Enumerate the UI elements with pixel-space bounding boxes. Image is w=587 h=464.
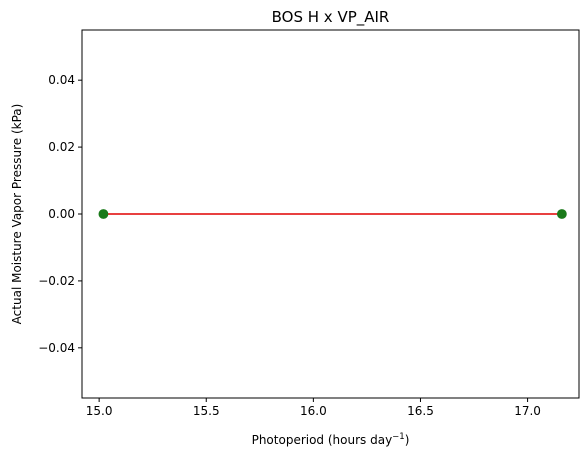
y-tick-label: 0.04: [48, 73, 75, 87]
y-tick-label: −0.04: [38, 341, 75, 355]
x-axis-label-superscript: −1: [392, 432, 405, 442]
y-tick-label: 0.00: [48, 207, 75, 221]
data-point-1: [98, 209, 109, 219]
y-tick-label: 0.02: [48, 140, 75, 154]
data-point-2: [556, 209, 567, 219]
x-tick-label: 15.0: [86, 404, 113, 418]
chart-title: BOS H x VP_AIR: [272, 8, 390, 27]
x-axis-label-main: Photoperiod (hours day: [252, 433, 393, 447]
axes: 15.0 15.5 16.0 16.5 17.0 −0.04 −0.02 0.00 0.02 0.…: [38, 29, 580, 418]
x-tick-label: 17.0: [514, 404, 541, 418]
y-tick-label: −0.02: [38, 274, 75, 288]
plot-area: [98, 209, 567, 219]
x-tick-label: 16.5: [407, 404, 434, 418]
x-axis-label-tail: ): [405, 433, 410, 447]
y-axis-label: Actual Moisture Vapor Pressure (kPa): [10, 104, 24, 325]
x-tick-label: 16.0: [300, 404, 327, 418]
x-tick-label: 15.5: [193, 404, 220, 418]
x-axis-label: Photoperiod (hours day−1): [252, 432, 410, 447]
